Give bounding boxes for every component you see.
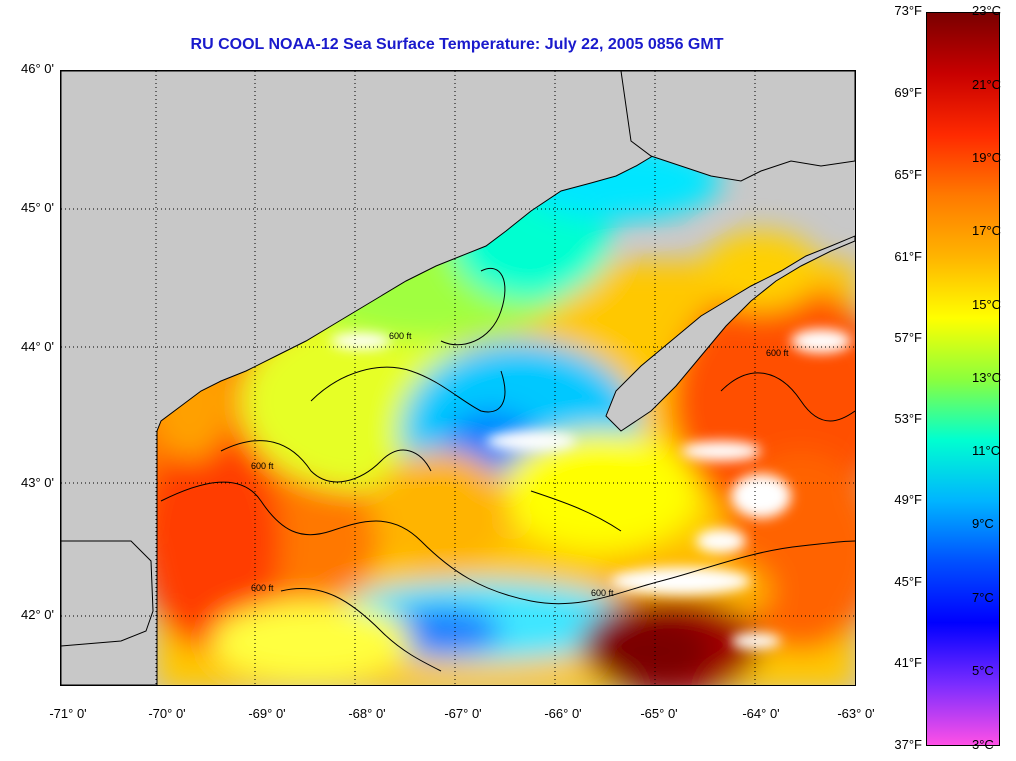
lon-label: -67° 0' xyxy=(444,706,482,721)
sst-map[interactable]: 600 ft 600 ft 600 ft 600 ft 600 ft xyxy=(60,70,856,686)
colorbar-c-label: 3°C xyxy=(972,737,994,752)
lon-label: -68° 0' xyxy=(348,706,386,721)
colorbar-c-label: 7°C xyxy=(972,590,994,605)
lon-label: -65° 0' xyxy=(640,706,678,721)
colorbar-f-label: 65°F xyxy=(894,167,922,182)
colorbar-c-label: 13°C xyxy=(972,370,1002,385)
colorbar-f-label: 41°F xyxy=(894,655,922,670)
colorbar-c-label: 19°C xyxy=(972,150,1002,165)
lat-label: 43° 0' xyxy=(21,475,54,490)
colorbar-c-label: 11°C xyxy=(972,443,1001,458)
lat-label: 46° 0' xyxy=(21,61,54,76)
lon-label: -70° 0' xyxy=(148,706,186,721)
land xyxy=(61,71,855,685)
map-title: RU COOL NOAA-12 Sea Surface Temperature:… xyxy=(190,36,724,53)
colorbar-c-label: 15°C xyxy=(972,297,1002,312)
lon-label: -66° 0' xyxy=(544,706,582,721)
bathymetry-contours xyxy=(160,268,855,672)
temperature-colorbar xyxy=(926,12,1000,746)
colorbar-c-label: 5°C xyxy=(972,663,994,678)
lon-label: -64° 0' xyxy=(742,706,780,721)
colorbar-f-label: 57°F xyxy=(894,330,922,345)
colorbar-f-label: 53°F xyxy=(894,411,922,426)
lat-label: 44° 0' xyxy=(21,339,54,354)
colorbar-f-label: 69°F xyxy=(894,85,922,100)
lon-label: -63° 0' xyxy=(837,706,875,721)
colorbar-c-label: 21°C xyxy=(972,77,1002,92)
graticule xyxy=(61,71,855,685)
contour-label: 600 ft xyxy=(251,583,274,593)
colorbar-c-label: 23°C xyxy=(972,3,1002,18)
lon-label: -71° 0' xyxy=(49,706,87,721)
lat-label: 45° 0' xyxy=(21,200,54,215)
colorbar-f-label: 61°F xyxy=(894,249,922,264)
colorbar-f-label: 73°F xyxy=(894,3,922,18)
colorbar-f-label: 37°F xyxy=(894,737,922,752)
colorbar-c-label: 9°C xyxy=(972,516,994,531)
lat-label: 42° 0' xyxy=(21,607,54,622)
contour-label: 600 ft xyxy=(766,348,789,358)
colorbar-c-label: 17°C xyxy=(972,223,1002,238)
contour-label: 600 ft xyxy=(251,461,274,471)
colorbar-f-label: 49°F xyxy=(894,492,922,507)
contour-labels: 600 ft 600 ft 600 ft 600 ft 600 ft xyxy=(251,331,789,598)
cloud-patches xyxy=(331,329,851,649)
colorbar-f-label: 45°F xyxy=(894,574,922,589)
contour-label: 600 ft xyxy=(389,331,412,341)
contour-label: 600 ft xyxy=(591,588,614,598)
lon-label: -69° 0' xyxy=(248,706,286,721)
sst-map-canvas: 600 ft 600 ft 600 ft 600 ft 600 ft xyxy=(61,71,855,685)
